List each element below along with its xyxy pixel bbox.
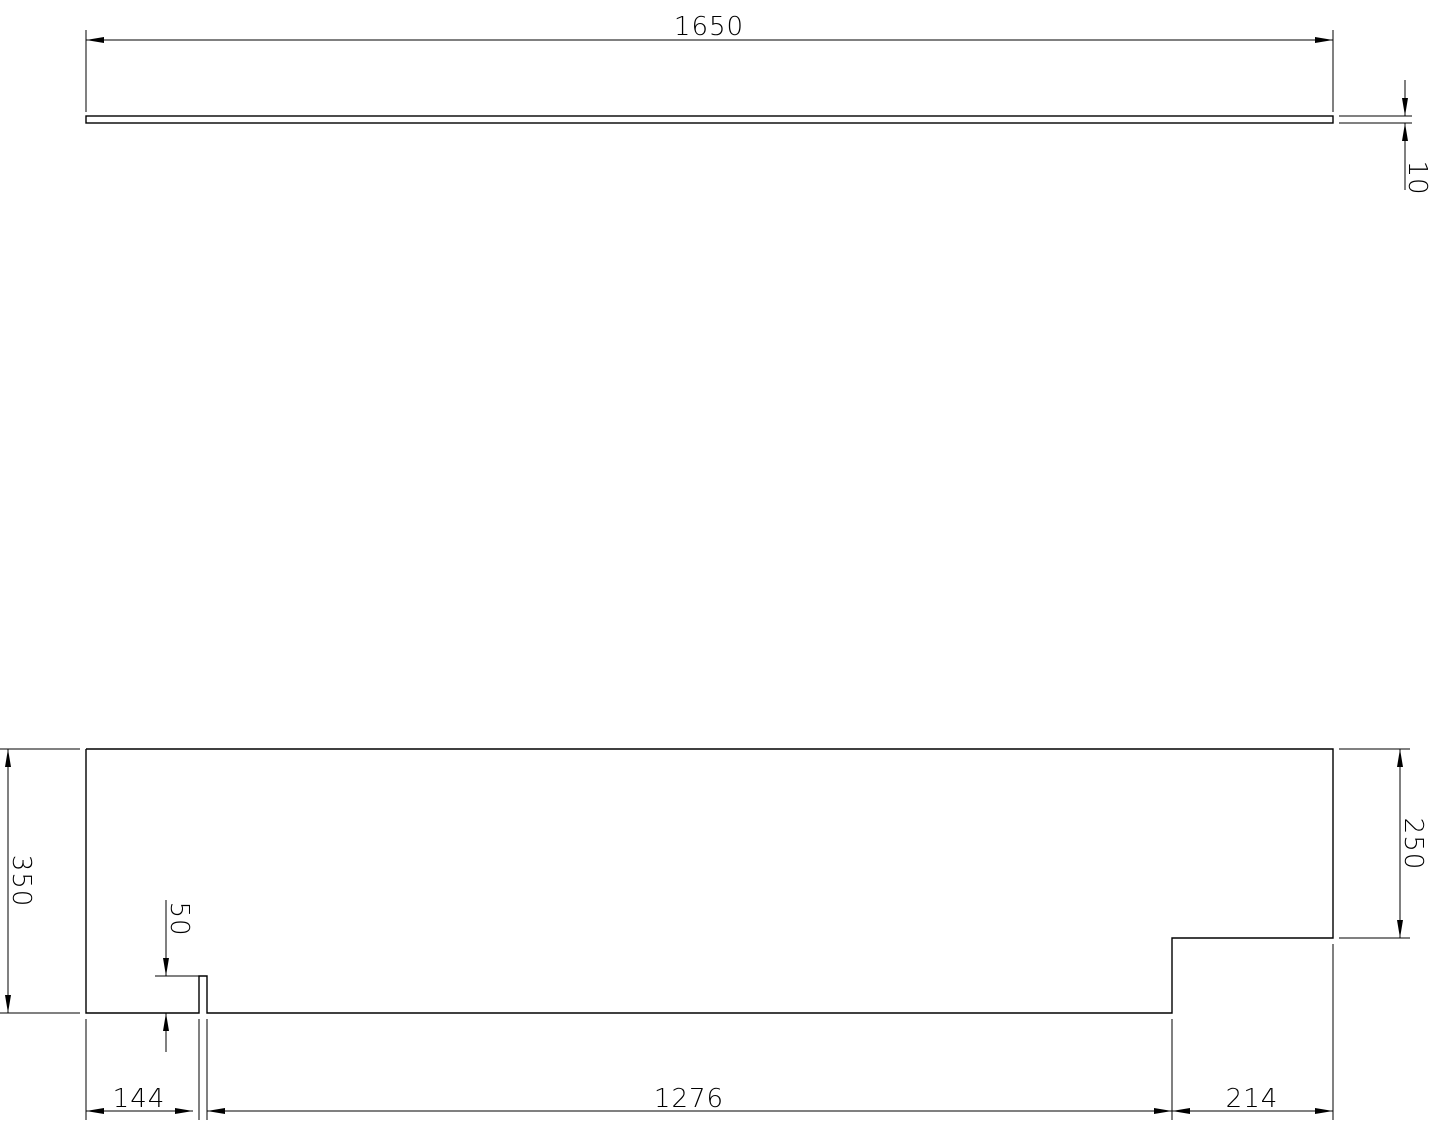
arrowhead-left-segment-start [86,1108,104,1114]
dimension-right-height: 250 [1339,748,1428,939]
dimension-label-right-height: 250 [1398,818,1428,871]
dimension-label-notch-height: 50 [164,901,194,936]
arrowhead-top [1397,749,1403,767]
top-plate-view: 1650 10 [85,12,1432,196]
arrowhead-right-segment-end [1315,1108,1333,1114]
arrowhead-left-segment-end [175,1108,193,1114]
dimension-bottom-chain: 144 1276 214 [85,944,1334,1120]
dimension-total-height: 350 [0,748,80,1014]
arrowhead-top [1402,98,1408,116]
arrowhead-bottom [1402,123,1408,141]
arrowhead-bottom [5,995,11,1013]
dimension-overall-length: 1650 [85,12,1334,112]
dimension-label-middle-segment: 1276 [654,1084,724,1114]
plate-outline [85,115,1334,124]
arrowhead-right [1315,37,1333,43]
dimension-notch-height: 50 [155,900,199,1052]
dimension-label-overall-length: 1650 [674,12,744,42]
arrowhead-left [86,37,104,43]
arrowhead-bottom [1397,920,1403,938]
dimension-label-left-segment: 144 [113,1084,166,1114]
arrowhead-middle-segment-end [1154,1108,1172,1114]
dimension-label-total-height: 350 [6,855,36,908]
dimension-label-plate-thickness: 10 [1402,160,1432,195]
arrowhead-top [163,958,169,976]
arrowhead-right-segment-start [1172,1108,1190,1114]
front-panel-view: 350 50 250 [0,748,1428,1120]
dimension-plate-thickness: 10 [1339,80,1432,196]
arrowhead-middle-segment-start [207,1108,225,1114]
dimension-label-right-segment: 214 [1226,1084,1279,1114]
arrowhead-bottom [163,1013,169,1031]
panel-outline [85,748,1334,1014]
arrowhead-top [5,749,11,767]
